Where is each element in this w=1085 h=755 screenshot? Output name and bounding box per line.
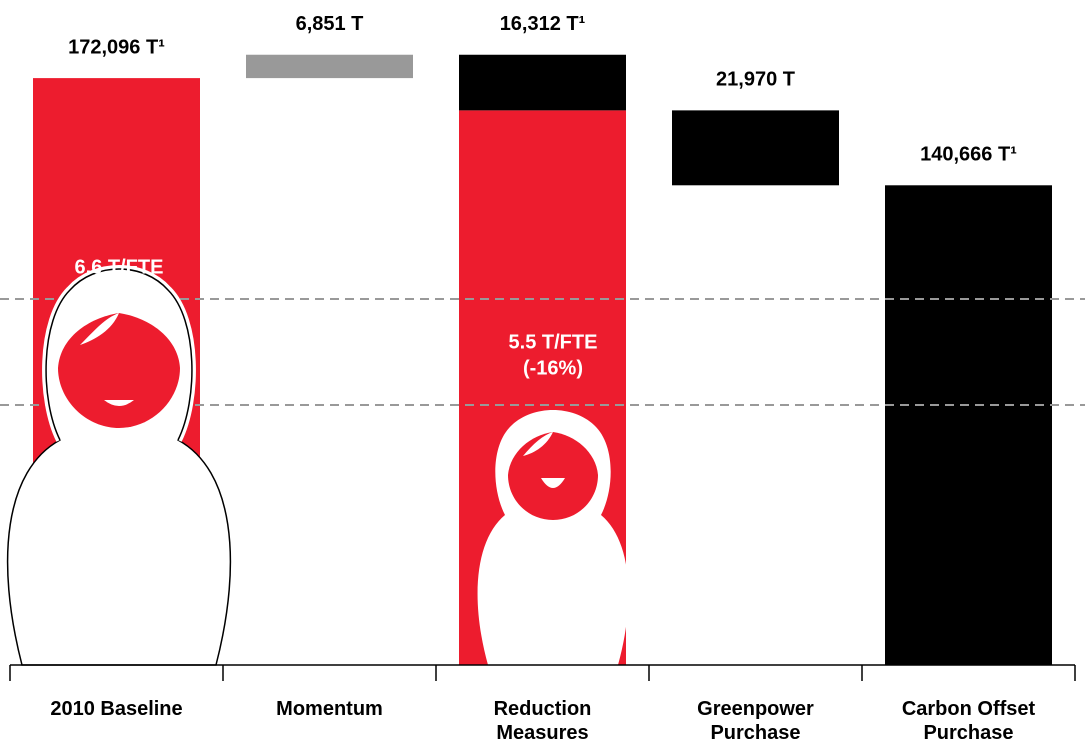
page: {"chart_data": { "type": "waterfall", "c… <box>0 0 1085 755</box>
annotation: 6.6 T/FTE <box>75 256 164 278</box>
bar <box>672 110 839 185</box>
annotation: 5.5 T/FTE <box>509 331 598 353</box>
value-label: 6,851 T <box>296 13 364 35</box>
x-tick-label: Momentum <box>230 697 430 721</box>
x-axis <box>10 665 1075 681</box>
chart: 6.6 T/FTE 5.5 T/FTE (-16%) 172,096 T¹ 6,8… <box>0 0 1085 755</box>
value-label: 21,970 T <box>716 69 795 91</box>
value-label: 16,312 T¹ <box>500 13 586 35</box>
bar <box>459 55 626 111</box>
x-tick-label: 2010 Baseline <box>17 697 217 721</box>
value-label: 172,096 T¹ <box>68 36 165 58</box>
bar <box>885 185 1052 665</box>
x-tick-label: Carbon Offset Purchase <box>869 697 1069 745</box>
annotation: (-16%) <box>523 357 583 379</box>
bar <box>246 55 413 78</box>
value-label: 140,666 T¹ <box>920 144 1017 166</box>
x-tick-label: Reduction Measures <box>443 697 643 745</box>
x-tick-label: Greenpower Purchase <box>656 697 856 745</box>
